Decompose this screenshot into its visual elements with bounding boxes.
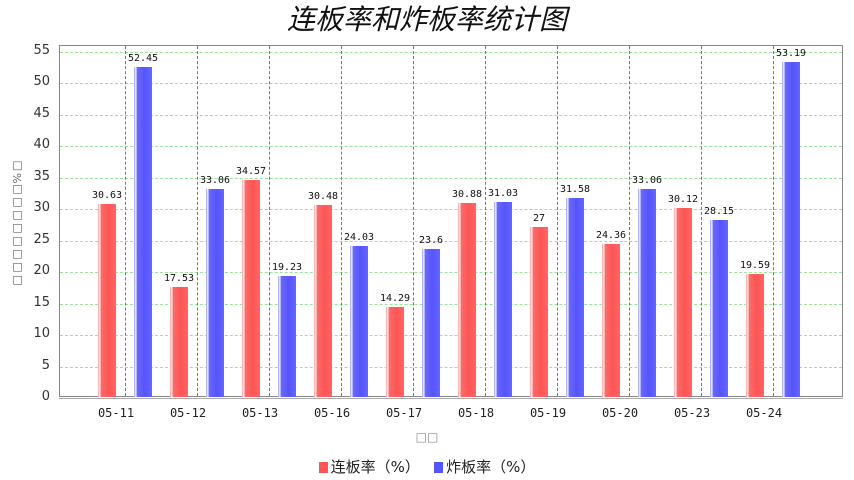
data-label: 30.63	[91, 190, 123, 202]
gridline-v	[629, 46, 630, 396]
y-tick-label: 55	[33, 43, 50, 58]
data-label: 19.59	[739, 259, 771, 271]
bar-zhaban[interactable]	[422, 248, 445, 402]
data-label: 23.6	[418, 234, 444, 246]
gridline-h	[60, 177, 842, 179]
x-tick-label: 05-11	[97, 406, 135, 420]
data-label: 17.53	[163, 272, 195, 284]
gridline-h	[60, 114, 842, 116]
gridline-v	[701, 46, 702, 396]
data-label: 27	[532, 213, 546, 225]
bar-zhaban[interactable]	[710, 219, 733, 402]
data-label: 24.03	[343, 231, 375, 243]
gridline-v	[485, 46, 486, 396]
bar-zhaban[interactable]	[134, 67, 157, 402]
data-label: 19.23	[271, 262, 303, 274]
bar-lianban[interactable]	[98, 204, 121, 402]
bar-zhaban[interactable]	[350, 245, 373, 402]
bar-zhaban[interactable]	[494, 201, 517, 402]
bar-lianban[interactable]	[458, 202, 481, 402]
gridline-v	[197, 46, 198, 396]
x-tick-label: 05-19	[529, 406, 567, 420]
x-tick-label: 05-12	[169, 406, 207, 420]
data-label: 30.88	[451, 188, 483, 200]
y-tick-label: 25	[33, 231, 50, 247]
x-tick-label: 05-23	[673, 406, 711, 420]
legend-item-zhaban[interactable]: 炸板率（%）	[434, 458, 535, 476]
bar-zhaban[interactable]	[278, 276, 301, 402]
y-tick-label: 15	[33, 294, 50, 310]
bar-zhaban[interactable]	[566, 198, 589, 402]
bar-lianban[interactable]	[170, 286, 193, 402]
gridline-h	[60, 52, 842, 53]
gridline-v	[269, 46, 270, 396]
bar-lianban[interactable]	[530, 227, 553, 402]
bar-lianban[interactable]	[746, 273, 769, 402]
gridline-v	[773, 46, 774, 396]
y-tick-label: 35	[33, 168, 50, 184]
x-tick-label: 05-24	[745, 406, 783, 420]
gridline-v	[413, 46, 414, 396]
gridline-h	[60, 272, 842, 274]
bar-lianban[interactable]	[602, 243, 625, 402]
bar-lianban[interactable]	[386, 307, 409, 402]
chart-title: 连板率和炸板率统计图	[286, 3, 567, 36]
y-tick-label: 30	[33, 200, 50, 216]
data-label: 52.45	[127, 53, 159, 65]
bar-zhaban[interactable]	[638, 189, 661, 402]
x-tick-label: 05-20	[601, 406, 639, 420]
gridline-h	[60, 240, 842, 242]
y-tick-label: 40	[33, 137, 50, 153]
data-label: 33.06	[199, 175, 231, 187]
bar-zhaban[interactable]	[206, 189, 229, 402]
legend: 连板率（%） 炸板率（%）	[0, 456, 854, 477]
legend-swatch-blue-icon	[434, 462, 444, 473]
data-label: 33.06	[631, 175, 663, 187]
y-tick-label: 10	[33, 326, 50, 342]
data-label: 30.12	[667, 193, 699, 205]
x-tick-label: 05-17	[385, 406, 423, 420]
gridline-h	[60, 83, 842, 85]
data-label: 30.48	[307, 191, 339, 203]
gridline-h	[60, 335, 842, 337]
data-label: 28.15	[703, 205, 735, 217]
data-label: 24.36	[595, 229, 627, 241]
legend-swatch-red-icon	[318, 462, 328, 473]
bar-lianban[interactable]	[674, 207, 697, 402]
gridline-h	[60, 303, 842, 305]
bar-lianban[interactable]	[314, 205, 337, 402]
bar-lianban[interactable]	[242, 179, 265, 402]
data-label: 31.58	[559, 184, 591, 196]
y-tick-label: 50	[33, 74, 50, 90]
y-tick-label: 20	[33, 263, 50, 279]
y-tick-label: 0	[41, 389, 50, 404]
data-label: 14.29	[379, 293, 411, 305]
y-tick-label: 5	[41, 357, 50, 373]
x-tick-label: 05-13	[241, 406, 279, 420]
x-tick-label: 05-18	[457, 406, 495, 420]
gridline-v	[125, 46, 126, 396]
data-label: 34.57	[235, 165, 267, 177]
x-tick-label: 05-16	[313, 406, 351, 420]
y-tick-label: 45	[33, 105, 50, 121]
bar-zhaban[interactable]	[782, 62, 805, 402]
gridline-h	[60, 209, 842, 211]
gridline-v	[557, 46, 558, 396]
gridline-v	[341, 46, 342, 396]
data-label: 31.03	[487, 187, 519, 199]
data-label: 53.19	[775, 48, 807, 60]
x-axis-label: □□	[415, 430, 439, 444]
gridline-h	[60, 366, 842, 368]
x-axis-line	[59, 398, 843, 399]
gridline-h	[60, 146, 842, 148]
legend-item-lianban[interactable]: 连板率（%）	[318, 458, 425, 476]
